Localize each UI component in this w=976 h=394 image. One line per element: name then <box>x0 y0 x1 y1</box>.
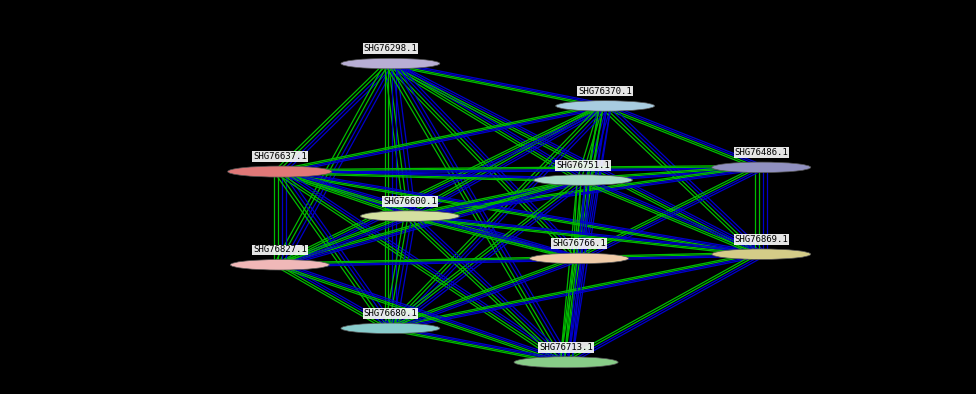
Ellipse shape <box>712 249 811 259</box>
Text: SHG76298.1: SHG76298.1 <box>363 44 418 53</box>
Text: SHG76766.1: SHG76766.1 <box>552 239 606 248</box>
Ellipse shape <box>230 260 329 270</box>
Ellipse shape <box>712 162 811 173</box>
Text: SHG76370.1: SHG76370.1 <box>578 87 632 96</box>
Text: SHG76600.1: SHG76600.1 <box>383 197 437 206</box>
Ellipse shape <box>341 323 440 334</box>
Text: SHG76751.1: SHG76751.1 <box>556 161 610 170</box>
Text: SHG76637.1: SHG76637.1 <box>253 152 306 161</box>
Text: SHG76713.1: SHG76713.1 <box>539 343 593 351</box>
Ellipse shape <box>360 211 460 221</box>
Ellipse shape <box>341 58 440 69</box>
Ellipse shape <box>534 175 632 185</box>
Ellipse shape <box>530 253 629 264</box>
Text: SHG76486.1: SHG76486.1 <box>734 148 789 157</box>
Text: SHG76680.1: SHG76680.1 <box>363 309 418 318</box>
Text: SHG76869.1: SHG76869.1 <box>734 235 789 244</box>
Ellipse shape <box>227 166 332 177</box>
Ellipse shape <box>555 101 655 111</box>
Text: SHG76827.1: SHG76827.1 <box>253 245 306 255</box>
Ellipse shape <box>514 357 618 368</box>
